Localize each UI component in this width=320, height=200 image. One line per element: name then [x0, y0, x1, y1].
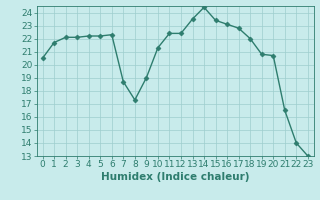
X-axis label: Humidex (Indice chaleur): Humidex (Indice chaleur) [101, 172, 250, 182]
